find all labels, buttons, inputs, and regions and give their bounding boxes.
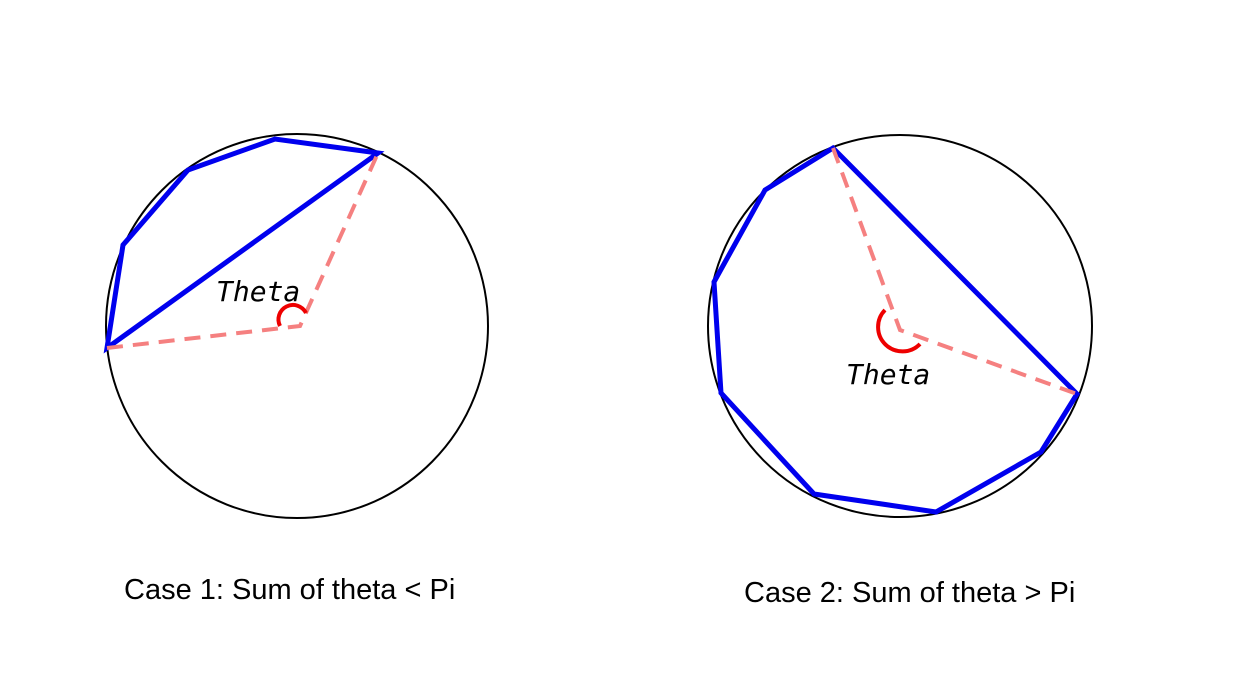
case-2-radii (831, 147, 1078, 396)
case-1-polygon (103, 136, 385, 354)
case-1-radii (106, 152, 380, 350)
case-2-theta-label: Theta (846, 358, 930, 391)
case-2-circle (707, 134, 1093, 518)
case-2-angle-arc (876, 308, 922, 354)
case-1-theta-label: Theta (216, 275, 300, 308)
case-2-caption: Case 2: Sum of theta > Pi (744, 577, 1075, 609)
case-1-figure: Theta Case 1: Sum of theta < Pi (103, 133, 489, 606)
case-1-caption: Case 1: Sum of theta < Pi (124, 574, 455, 606)
case-1-angle-arc (276, 302, 308, 327)
case-1-circle (105, 133, 489, 519)
case-2-figure: Theta Case 2: Sum of theta > Pi (707, 134, 1093, 609)
case-2-polygon (711, 144, 1081, 515)
